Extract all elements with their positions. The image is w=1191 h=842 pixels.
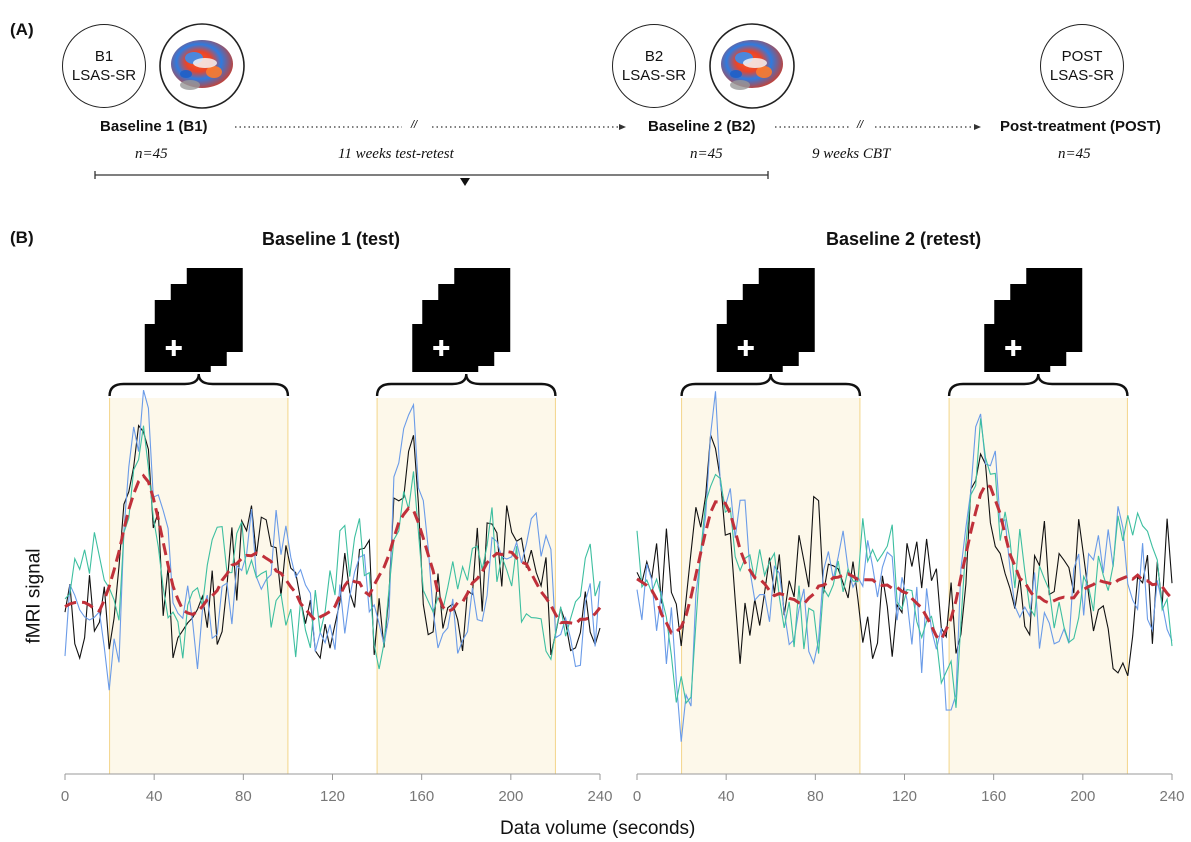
x-tick-label: 120 [319, 788, 346, 805]
curly-brace [375, 373, 557, 397]
x-tick-label: 40 [145, 788, 163, 805]
x-tick-label: 0 [632, 788, 642, 805]
stage-n-b2: n=45 [690, 146, 723, 162]
circle-line1: POST [1061, 48, 1103, 65]
stage-n-b1: n=45 [135, 146, 168, 162]
interval-cbt: 9 weeks CBT [812, 146, 891, 162]
stage-n-post: n=45 [1058, 146, 1091, 162]
circle-line1: B1 [94, 48, 114, 65]
x-tick-label: 80 [806, 788, 824, 805]
interval-test-retest: 11 weeks test-retest [338, 146, 454, 162]
task-block [109, 398, 288, 774]
curly-brace [680, 373, 862, 397]
x-tick-label: 160 [981, 788, 1007, 805]
x-tick-label: 240 [1159, 788, 1185, 805]
x-tick-label: 0 [60, 788, 70, 805]
x-tick-label: 80 [234, 788, 252, 805]
x-tick-label: 40 [717, 788, 735, 805]
circle-line2: LSAS-SR [621, 67, 687, 84]
chart-title-baseline-1: Baseline 1 (test) [262, 229, 401, 249]
x-tick-label: 120 [891, 788, 918, 805]
task-block [681, 398, 860, 774]
fixation-cross [1011, 340, 1016, 356]
curly-brace [947, 373, 1129, 397]
x-tick-label: 200 [1070, 788, 1096, 805]
x-tick-label: 160 [409, 788, 435, 805]
fixation-cross [743, 340, 748, 356]
b1-lsas-circle: B1 LSAS-SR [62, 24, 146, 108]
fixation-cross [171, 340, 176, 356]
series-line-teal [636, 418, 1173, 708]
post-lsas-circle: POST LSAS-SR [1040, 24, 1124, 108]
stage-baseline-1: Baseline 1 (B1) [100, 118, 208, 135]
circle-line1: B2 [644, 48, 664, 65]
task-block [949, 398, 1128, 774]
fixation-cross [439, 340, 444, 356]
circle-line2: LSAS-SR [1049, 67, 1115, 84]
series-line-black [636, 434, 1173, 676]
stage-baseline-2: Baseline 2 (B2) [648, 118, 756, 135]
series-line-teal [64, 425, 601, 670]
panel-b-label: (B) [10, 228, 34, 247]
x-tick-label: 240 [587, 788, 613, 805]
circle-line2: LSAS-SR [71, 67, 137, 84]
x-tick-label: 200 [498, 788, 524, 805]
chart-title-baseline-2: Baseline 2 (retest) [826, 229, 982, 249]
series-line-mean [636, 483, 1174, 642]
curly-brace [108, 373, 290, 397]
b2-lsas-circle: B2 LSAS-SR [612, 24, 696, 108]
task-block [377, 398, 556, 774]
break-mark-2: // [857, 119, 864, 131]
stage-post-treatment: Post-treatment (POST) [1000, 118, 1161, 135]
x-axis-title: Data volume (seconds) [500, 818, 696, 839]
series-line-mean [64, 473, 602, 626]
break-mark-1: // [411, 119, 418, 131]
panel-a-label: (A) [10, 20, 34, 39]
